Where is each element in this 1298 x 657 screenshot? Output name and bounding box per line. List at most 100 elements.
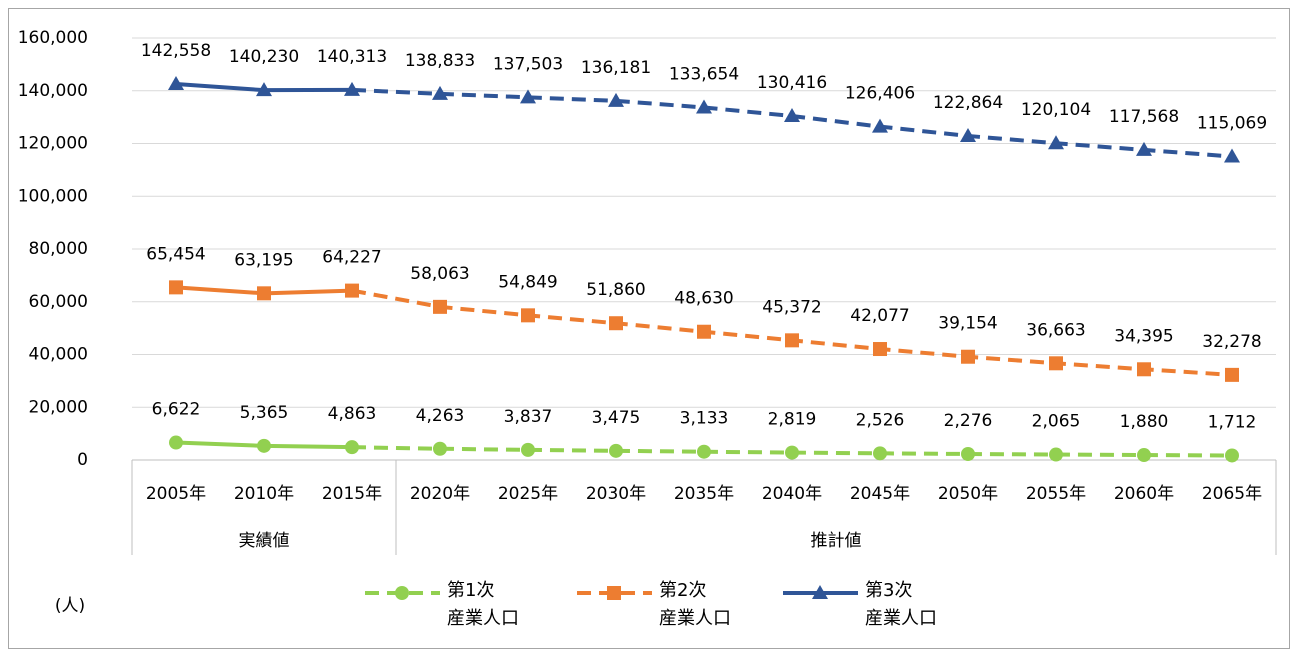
marker: [395, 586, 409, 600]
data-label: 3,475: [592, 408, 641, 428]
marker: [432, 85, 448, 100]
data-label: 122,864: [933, 93, 1003, 113]
x-tick-label: 2020年: [410, 484, 470, 504]
marker: [872, 118, 888, 133]
marker: [607, 586, 621, 600]
marker: [521, 442, 535, 457]
marker: [1137, 362, 1151, 377]
y-tick-label: 140,000: [18, 81, 88, 101]
marker: [1136, 141, 1152, 156]
data-label: 42,077: [850, 306, 909, 326]
series-line-projected: [351, 87, 1233, 159]
marker: [169, 435, 183, 450]
y-tick-label: 20,000: [29, 397, 88, 417]
marker: [960, 127, 976, 142]
x-tick-label: 2030年: [586, 484, 646, 504]
group-label: 推計値: [811, 531, 862, 551]
x-tick-label: 2060年: [1114, 484, 1174, 504]
marker: [257, 438, 271, 453]
marker: [609, 443, 623, 458]
x-tick-label: 2025年: [498, 484, 558, 504]
y-tick-label: 40,000: [29, 345, 88, 365]
marker: [873, 446, 887, 461]
marker: [257, 286, 271, 301]
data-label: 140,313: [317, 47, 387, 67]
data-label: 32,278: [1202, 332, 1261, 352]
legend-label: 第1次 産業人口: [447, 580, 519, 629]
marker: [1049, 356, 1063, 371]
y-tick-label: 100,000: [18, 186, 88, 206]
x-tick-label: 2065年: [1202, 484, 1262, 504]
y-axis-label: (人): [55, 596, 85, 616]
legend-label: 第2次 産業人口: [659, 580, 731, 629]
marker: [785, 445, 799, 460]
data-label: 4,263: [416, 406, 465, 426]
y-tick-label: 160,000: [18, 28, 88, 48]
data-label: 51,860: [586, 280, 645, 300]
data-label: 65,454: [146, 244, 205, 264]
marker: [344, 81, 360, 96]
data-label: 120,104: [1021, 100, 1091, 120]
marker: [345, 440, 359, 455]
data-label: 133,654: [669, 64, 739, 84]
data-label: 2,819: [768, 410, 817, 430]
data-label: 130,416: [757, 73, 827, 93]
data-label: 6,622: [152, 400, 201, 420]
data-label: 36,663: [1026, 320, 1085, 340]
data-label: 142,558: [141, 41, 211, 61]
data-label: 4,863: [328, 404, 377, 424]
data-label: 137,503: [493, 54, 563, 74]
x-tick-label: 2015年: [322, 484, 382, 504]
data-label: 2,526: [856, 410, 905, 430]
marker: [873, 342, 887, 357]
group-label: 実績値: [239, 531, 290, 551]
marker: [961, 349, 975, 364]
data-label: 1,880: [1120, 412, 1169, 432]
data-label: 1,712: [1208, 412, 1257, 432]
data-label: 2,065: [1032, 412, 1081, 432]
marker: [433, 441, 447, 456]
marker: [1048, 135, 1064, 150]
data-label: 117,568: [1109, 107, 1179, 127]
marker: [784, 108, 800, 123]
marker: [256, 82, 272, 97]
marker: [521, 308, 535, 323]
marker: [168, 76, 184, 91]
data-label: 58,063: [410, 264, 469, 284]
data-label: 115,069: [1197, 114, 1267, 134]
marker: [345, 283, 359, 298]
data-label: 5,365: [240, 403, 289, 423]
chart-frame: [8, 8, 1290, 649]
data-label: 63,195: [234, 250, 293, 270]
data-label: 45,372: [762, 297, 821, 317]
data-label: 138,833: [405, 51, 475, 71]
y-tick-label: 60,000: [29, 292, 88, 312]
data-label: 2,276: [944, 411, 993, 431]
x-tick-label: 2010年: [234, 484, 294, 504]
marker: [961, 446, 975, 461]
x-tick-label: 2035年: [674, 484, 734, 504]
data-label: 34,395: [1114, 326, 1173, 346]
marker: [1225, 367, 1239, 382]
marker: [609, 316, 623, 331]
marker: [520, 89, 536, 104]
data-label: 64,227: [322, 248, 381, 268]
y-tick-label: 120,000: [18, 134, 88, 154]
marker: [697, 444, 711, 459]
data-label: 3,133: [680, 409, 729, 429]
marker: [1225, 448, 1239, 463]
marker: [785, 333, 799, 348]
data-label: 136,181: [581, 58, 651, 78]
marker: [697, 324, 711, 339]
data-label: 48,630: [674, 289, 733, 309]
marker: [1137, 448, 1151, 463]
marker: [433, 299, 447, 314]
x-tick-label: 2005年: [146, 484, 206, 504]
x-tick-label: 2045年: [850, 484, 910, 504]
y-tick-label: 0: [77, 450, 88, 470]
marker: [608, 92, 624, 107]
x-tick-label: 2050年: [938, 484, 998, 504]
x-tick-label: 2055年: [1026, 484, 1086, 504]
